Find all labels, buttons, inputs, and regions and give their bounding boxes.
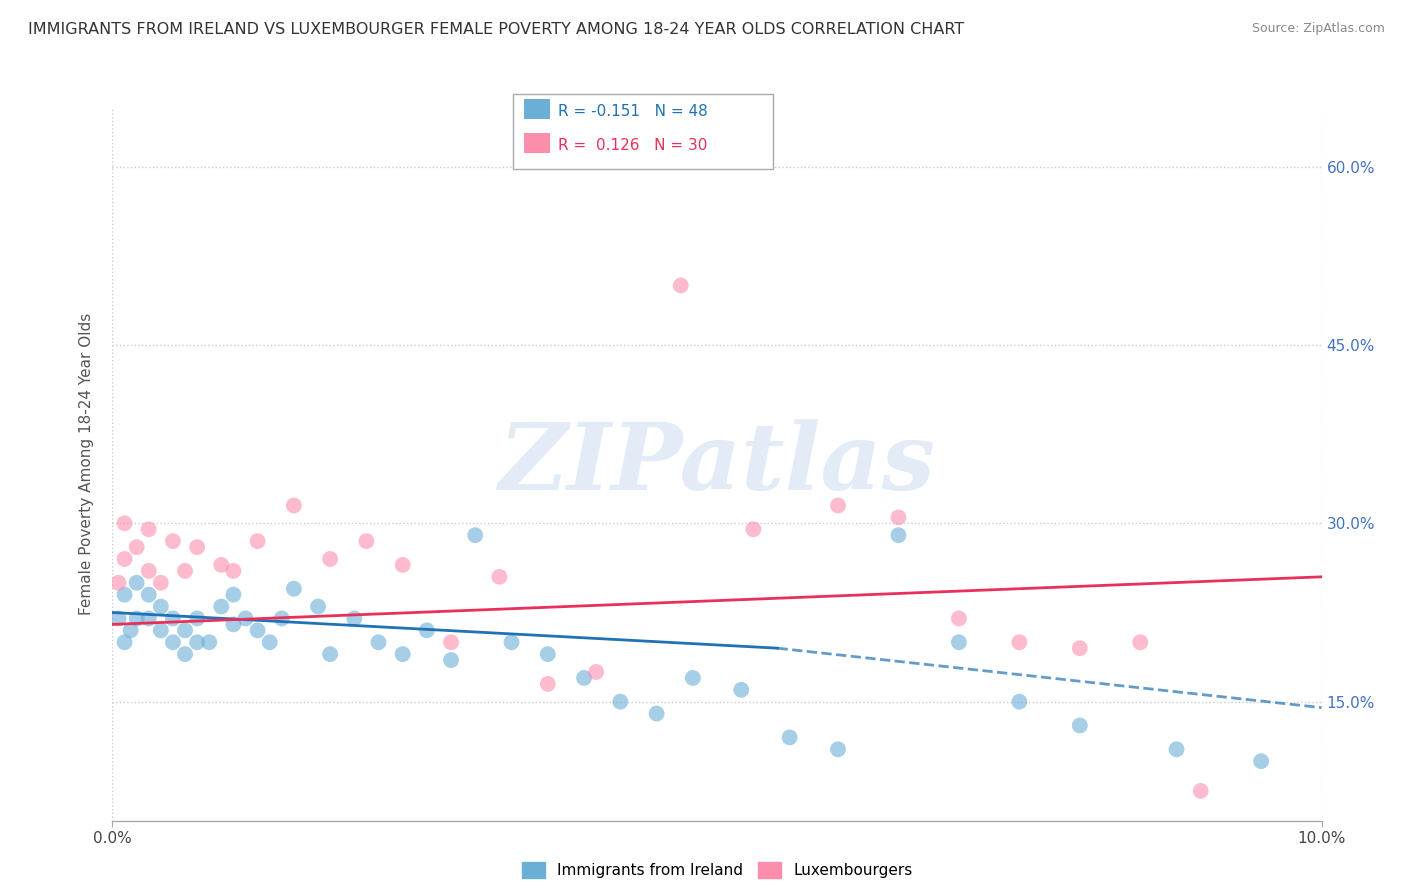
Point xyxy=(120,624,142,638)
Point xyxy=(162,534,184,549)
Point xyxy=(186,635,208,649)
Point xyxy=(1250,754,1272,768)
Point xyxy=(1129,635,1152,649)
Point xyxy=(319,647,342,661)
Point xyxy=(107,611,129,625)
Point xyxy=(246,624,269,638)
Point xyxy=(222,564,245,578)
Point xyxy=(391,647,413,661)
Point xyxy=(307,599,329,614)
Point xyxy=(138,611,160,625)
Point xyxy=(198,635,221,649)
Point xyxy=(209,599,232,614)
Point xyxy=(827,742,849,756)
Point xyxy=(114,516,136,531)
Point xyxy=(283,582,305,596)
Point xyxy=(114,635,136,649)
Point xyxy=(162,611,184,625)
Point xyxy=(488,570,510,584)
Text: R = -0.151   N = 48: R = -0.151 N = 48 xyxy=(558,104,709,120)
Point xyxy=(174,624,197,638)
Text: Source: ZipAtlas.com: Source: ZipAtlas.com xyxy=(1251,22,1385,36)
Point xyxy=(887,528,910,542)
Point xyxy=(125,540,148,554)
Point xyxy=(948,611,970,625)
Point xyxy=(391,558,413,572)
Point xyxy=(209,558,232,572)
Point xyxy=(174,564,197,578)
Point xyxy=(259,635,281,649)
Point xyxy=(537,677,560,691)
Point xyxy=(1189,784,1212,798)
Point xyxy=(572,671,595,685)
Point xyxy=(827,499,849,513)
Point xyxy=(645,706,668,721)
Point xyxy=(222,588,245,602)
Point xyxy=(609,695,631,709)
Point xyxy=(779,731,801,745)
Legend: Immigrants from Ireland, Luxembourgers: Immigrants from Ireland, Luxembourgers xyxy=(516,856,918,884)
Point xyxy=(149,624,172,638)
Point xyxy=(246,534,269,549)
Point xyxy=(464,528,486,542)
Point xyxy=(125,575,148,590)
Point xyxy=(343,611,366,625)
Point xyxy=(682,671,704,685)
Point xyxy=(186,611,208,625)
Point xyxy=(149,599,172,614)
Point xyxy=(138,522,160,536)
Point xyxy=(440,635,463,649)
Point xyxy=(235,611,257,625)
Point xyxy=(138,564,160,578)
Point xyxy=(222,617,245,632)
Point xyxy=(149,575,172,590)
Point xyxy=(270,611,292,625)
Point xyxy=(501,635,523,649)
Point xyxy=(887,510,910,524)
Text: R =  0.126   N = 30: R = 0.126 N = 30 xyxy=(558,138,707,153)
Point xyxy=(742,522,765,536)
Point xyxy=(440,653,463,667)
Point xyxy=(356,534,378,549)
Y-axis label: Female Poverty Among 18-24 Year Olds: Female Poverty Among 18-24 Year Olds xyxy=(79,313,94,615)
Point xyxy=(537,647,560,661)
Point xyxy=(1069,641,1091,656)
Point xyxy=(283,499,305,513)
Point xyxy=(1008,695,1031,709)
Point xyxy=(416,624,439,638)
Point xyxy=(138,588,160,602)
Point xyxy=(125,611,148,625)
Point xyxy=(948,635,970,649)
Point xyxy=(319,552,342,566)
Point xyxy=(114,552,136,566)
Point xyxy=(174,647,197,661)
Point xyxy=(186,540,208,554)
Point xyxy=(107,575,129,590)
Text: IMMIGRANTS FROM IRELAND VS LUXEMBOURGER FEMALE POVERTY AMONG 18-24 YEAR OLDS COR: IMMIGRANTS FROM IRELAND VS LUXEMBOURGER … xyxy=(28,22,965,37)
Point xyxy=(1069,718,1091,732)
Point xyxy=(730,682,752,697)
Text: ZIPatlas: ZIPatlas xyxy=(499,419,935,508)
Point xyxy=(1166,742,1188,756)
Point xyxy=(669,278,692,293)
Point xyxy=(1008,635,1031,649)
Point xyxy=(114,588,136,602)
Point xyxy=(162,635,184,649)
Point xyxy=(585,665,607,679)
Point xyxy=(367,635,389,649)
